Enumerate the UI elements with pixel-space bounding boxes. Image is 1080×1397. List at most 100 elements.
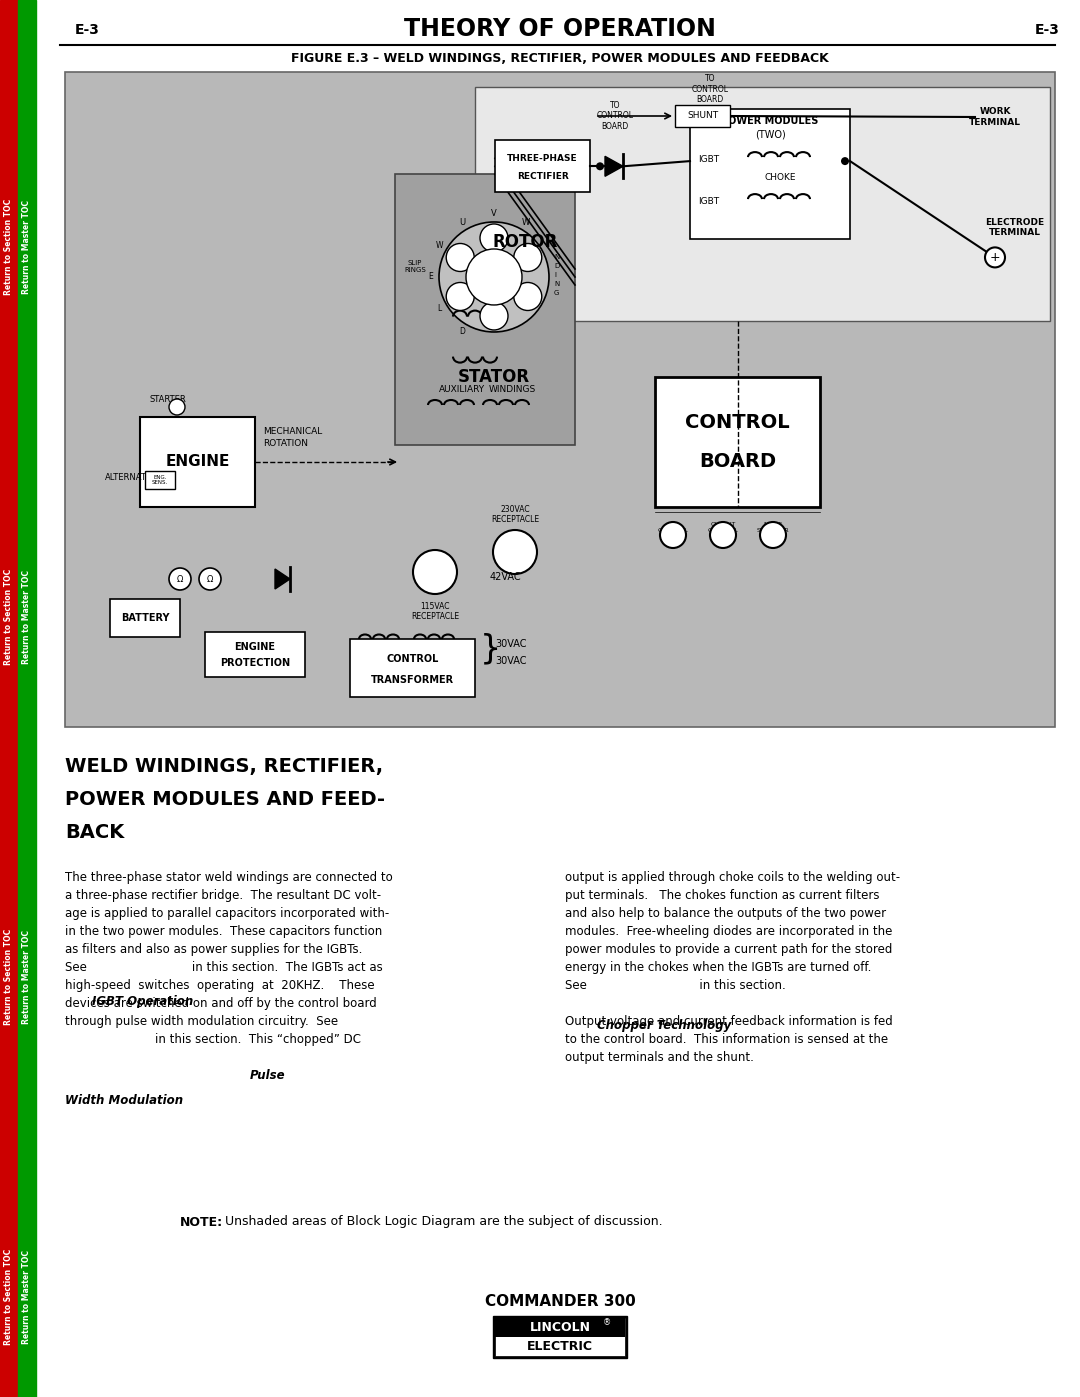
Circle shape: [596, 162, 604, 170]
Circle shape: [465, 249, 522, 305]
Text: STATOR: STATOR: [458, 369, 530, 386]
Text: SLIP
RINGS: SLIP RINGS: [404, 260, 426, 274]
Text: CHOKE: CHOKE: [765, 173, 796, 182]
Text: STARTER: STARTER: [150, 394, 187, 404]
Polygon shape: [605, 156, 623, 176]
Text: TRANSFORMER: TRANSFORMER: [370, 675, 454, 685]
Text: Ω: Ω: [206, 574, 213, 584]
Circle shape: [492, 529, 537, 574]
Text: 30VAC: 30VAC: [495, 657, 527, 666]
Text: THREE-PHASE: THREE-PHASE: [508, 154, 578, 163]
Circle shape: [660, 522, 686, 548]
Text: D: D: [554, 263, 559, 270]
Text: WELD WINDINGS, RECTIFIER,: WELD WINDINGS, RECTIFIER,: [65, 757, 383, 775]
Bar: [18, 0, 36, 1397]
Text: (TWO): (TWO): [755, 129, 785, 140]
Text: LINCOLN: LINCOLN: [529, 1322, 591, 1334]
Circle shape: [446, 282, 474, 310]
Text: AUXILIARY: AUXILIARY: [438, 386, 485, 394]
Text: IGBT Operation: IGBT Operation: [92, 995, 193, 1007]
Text: ELECTRODE
TERMINAL: ELECTRODE TERMINAL: [985, 218, 1044, 237]
Text: ALTERNATOR: ALTERNATOR: [105, 472, 160, 482]
Text: MODE
SELECTOR: MODE SELECTOR: [757, 522, 789, 532]
Text: ENGINE: ENGINE: [234, 641, 275, 651]
Text: Return to Section TOC: Return to Section TOC: [4, 198, 14, 295]
Text: Return to Master TOC: Return to Master TOC: [23, 1250, 31, 1344]
Text: WORK
TERMINAL: WORK TERMINAL: [969, 108, 1021, 127]
Text: Return to Section TOC: Return to Section TOC: [4, 929, 14, 1025]
Bar: [675, 105, 730, 127]
Text: W: W: [435, 240, 443, 250]
Text: output is applied through choke coils to the welding out-
put terminals.   The c: output is applied through choke coils to…: [565, 870, 900, 1065]
Text: Unshaded areas of Block Logic Diagram are the subject of discussion.: Unshaded areas of Block Logic Diagram ar…: [225, 1215, 663, 1228]
Circle shape: [710, 522, 735, 548]
Text: L: L: [437, 305, 442, 313]
Circle shape: [514, 282, 542, 310]
Text: OUTPUT
CONTROL: OUTPUT CONTROL: [707, 522, 739, 532]
Text: I: I: [554, 272, 556, 278]
Circle shape: [985, 247, 1005, 267]
Bar: [495, 1317, 625, 1337]
Text: V: V: [491, 210, 497, 218]
Text: THEORY OF OPERATION: THEORY OF OPERATION: [404, 17, 716, 41]
Text: 30VAC: 30VAC: [495, 638, 527, 650]
Bar: [654, 377, 820, 507]
Text: TO
CONTROL
BOARD: TO CONTROL BOARD: [596, 101, 634, 131]
Polygon shape: [275, 569, 291, 590]
Text: Pulse: Pulse: [249, 1069, 285, 1083]
Bar: [395, 175, 575, 446]
Bar: [495, 140, 590, 193]
Text: ELECTRIC: ELECTRIC: [527, 1340, 593, 1354]
Text: E-3: E-3: [75, 22, 99, 36]
Text: N: N: [554, 281, 559, 286]
Text: Return to Master TOC: Return to Master TOC: [23, 930, 31, 1024]
Circle shape: [480, 302, 508, 330]
Text: E: E: [429, 272, 433, 281]
Text: Return to Section TOC: Return to Section TOC: [4, 569, 14, 665]
Text: ARC
CONTROL: ARC CONTROL: [658, 522, 688, 532]
Text: +: +: [989, 251, 1000, 264]
Bar: [350, 638, 475, 697]
Bar: [145, 471, 175, 489]
Circle shape: [514, 243, 542, 271]
Text: IGBT: IGBT: [698, 155, 719, 163]
Text: POWER MODULES: POWER MODULES: [721, 116, 819, 126]
Bar: [690, 109, 850, 239]
Bar: [65, 73, 1055, 726]
Text: CONTROL: CONTROL: [387, 654, 438, 665]
Bar: [492, 1316, 627, 1358]
Text: 230VAC
RECEPTACLE: 230VAC RECEPTACLE: [491, 504, 539, 524]
Text: Ω: Ω: [177, 574, 184, 584]
Circle shape: [168, 569, 191, 590]
Text: PROTECTION: PROTECTION: [220, 658, 291, 668]
Text: Chopper Technology: Chopper Technology: [597, 1020, 731, 1032]
Text: TO
CONTROL
BOARD: TO CONTROL BOARD: [691, 74, 729, 103]
Text: Return to Master TOC: Return to Master TOC: [23, 570, 31, 664]
Bar: [140, 416, 255, 507]
Text: G: G: [554, 291, 559, 296]
Text: Return to Master TOC: Return to Master TOC: [23, 200, 31, 293]
Text: MECHANICAL: MECHANICAL: [264, 427, 322, 436]
Text: 42VAC: 42VAC: [490, 571, 522, 583]
Text: D: D: [460, 327, 465, 337]
Text: }: }: [480, 633, 501, 665]
Text: ENGINE: ENGINE: [165, 454, 230, 469]
Text: POWER MODULES AND FEED-: POWER MODULES AND FEED-: [65, 789, 384, 809]
Text: WINDINGS: WINDINGS: [488, 386, 536, 394]
Bar: [110, 599, 180, 637]
Bar: [0, 0, 18, 1397]
Text: ROTOR: ROTOR: [492, 233, 557, 250]
Text: BOARD: BOARD: [699, 453, 777, 471]
Text: N: N: [554, 254, 559, 260]
Circle shape: [760, 522, 786, 548]
Text: FIGURE E.3 – WELD WINDINGS, RECTIFIER, POWER MODULES AND FEEDBACK: FIGURE E.3 – WELD WINDINGS, RECTIFIER, P…: [292, 52, 828, 66]
Circle shape: [413, 550, 457, 594]
Circle shape: [199, 569, 221, 590]
Bar: [475, 87, 1050, 321]
Text: BACK: BACK: [65, 823, 124, 842]
Circle shape: [841, 156, 849, 165]
Text: RECTIFIER: RECTIFIER: [516, 172, 568, 182]
Text: W: W: [522, 218, 529, 226]
Bar: [205, 631, 305, 678]
Circle shape: [168, 400, 185, 415]
